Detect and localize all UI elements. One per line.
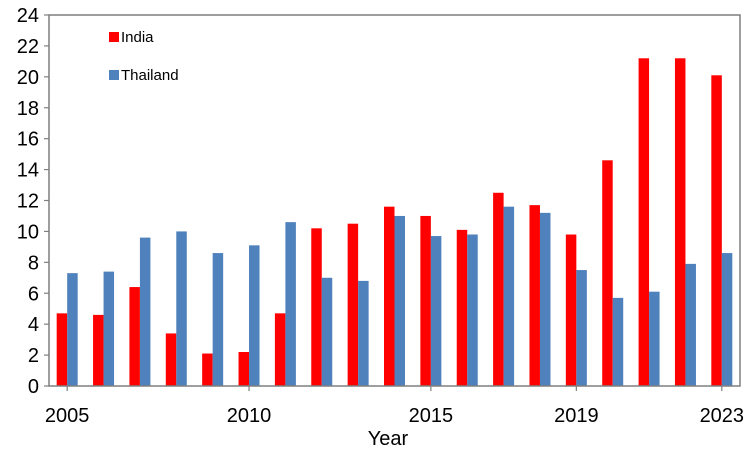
bar-india-2011 — [274, 313, 286, 386]
bar-thailand-2015 — [430, 236, 442, 386]
bar-thailand-2017 — [503, 206, 515, 386]
bar-thailand-2018 — [539, 212, 551, 386]
bar-india-2009 — [202, 353, 213, 386]
x-tick-label: 2005 — [45, 405, 90, 427]
legend-swatch-thailand — [109, 70, 119, 80]
bar-thailand-2023 — [721, 253, 733, 386]
y-tick-label: 22 — [17, 36, 39, 58]
bar-thailand-2006 — [103, 271, 115, 386]
bar-thailand-2007 — [139, 237, 151, 386]
bar-india-2006 — [93, 314, 104, 386]
bar-thailand-2014 — [394, 215, 405, 386]
y-tick-label: 4 — [28, 314, 39, 336]
legend-label-thailand: Thailand — [121, 67, 179, 84]
bar-india-2007 — [129, 287, 140, 386]
bar-india-2010 — [238, 351, 250, 386]
bar-india-2017 — [493, 192, 504, 386]
plot-frame — [48, 14, 741, 387]
y-tick-label: 24 — [17, 5, 39, 27]
bar-india-2008 — [165, 333, 177, 386]
bar-india-2012 — [311, 228, 322, 386]
y-tick-label: 0 — [28, 376, 39, 398]
bar-india-2005 — [56, 313, 68, 386]
bar-thailand-2009 — [212, 253, 224, 386]
x-axis-title: Year — [368, 428, 409, 450]
bar-india-2013 — [347, 223, 359, 386]
bar-thailand-2022 — [685, 263, 696, 386]
bar-india-2016 — [456, 229, 468, 386]
bar-thailand-2019 — [576, 270, 587, 386]
bar-thailand-2011 — [285, 222, 296, 386]
bar-india-2019 — [565, 234, 577, 386]
y-tick-label: 20 — [17, 67, 39, 89]
y-tick-label: 12 — [17, 191, 39, 213]
y-tick-label: 8 — [28, 252, 39, 274]
bar-thailand-2013 — [358, 280, 369, 386]
bar-thailand-2012 — [321, 277, 333, 386]
bar-thailand-2008 — [176, 231, 187, 386]
x-tick-label: 2010 — [227, 405, 272, 427]
legend-label-india: India — [121, 29, 154, 46]
bar-india-2015 — [420, 215, 431, 386]
y-tick-label: 6 — [28, 283, 39, 305]
legend: India Thailand — [109, 29, 179, 84]
x-tick-label: 2019 — [554, 405, 599, 427]
legend-swatch-india — [109, 32, 119, 42]
bar-india-2022 — [674, 58, 686, 387]
bar-india-2023 — [711, 75, 722, 386]
bar-thailand-2005 — [67, 273, 78, 386]
bar-india-2018 — [529, 205, 540, 386]
bar-thailand-2016 — [467, 234, 478, 386]
x-tick-label: 2015 — [409, 405, 454, 427]
bar-india-2020 — [602, 160, 613, 386]
bars — [56, 58, 733, 387]
x-tick-label: 2023 — [700, 405, 745, 427]
x-axis-ticks: 2005 2010 2015 2019 2023 — [45, 386, 744, 427]
bar-india-2014 — [384, 206, 395, 386]
bar-thailand-2020 — [612, 297, 624, 386]
bar-thailand-2010 — [249, 245, 260, 386]
bar-india-2021 — [638, 58, 650, 387]
y-tick-label: 16 — [17, 129, 39, 151]
bar-thailand-2021 — [649, 291, 660, 386]
y-tick-label: 14 — [17, 160, 39, 182]
y-tick-label: 10 — [17, 221, 39, 243]
y-tick-label: 2 — [28, 345, 39, 367]
y-tick-label: 18 — [17, 98, 39, 120]
